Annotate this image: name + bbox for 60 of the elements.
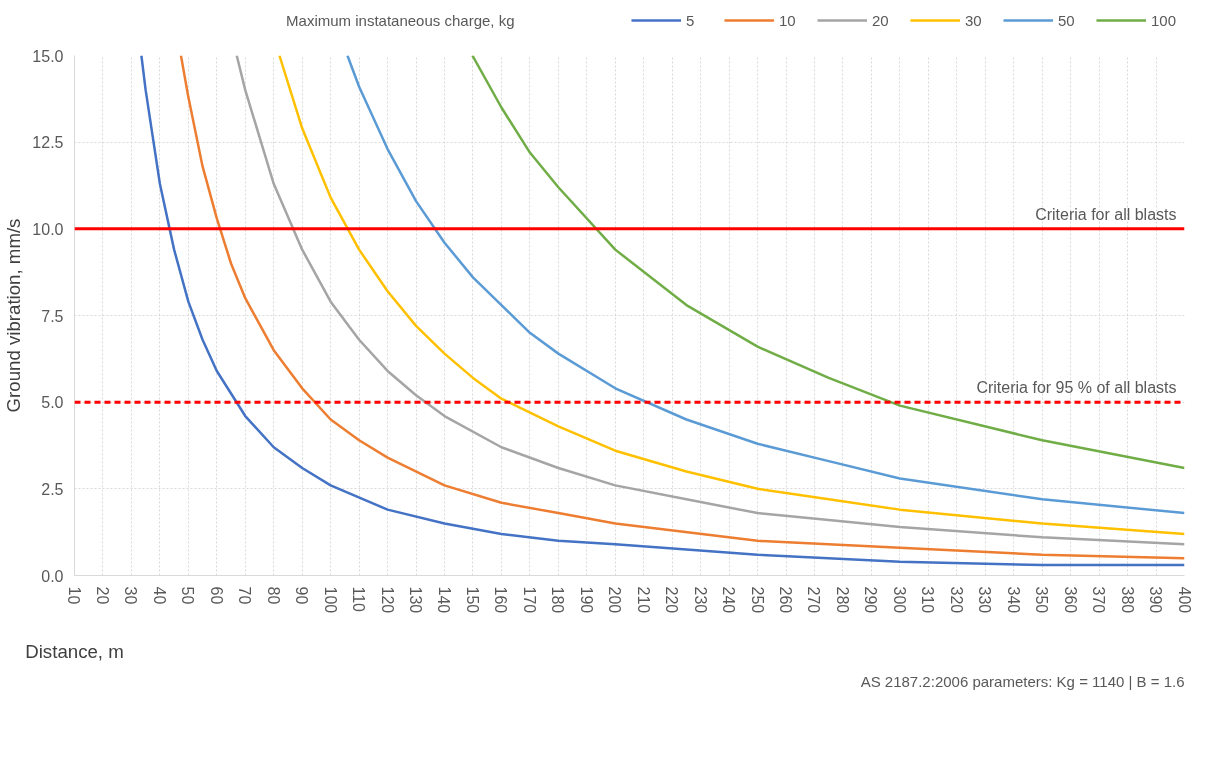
x-tick-label: 20 [93,586,111,605]
x-tick-label: 390 [1147,586,1165,614]
text: AS 2187.2:2006 parameters: Kg = 1140 | B = 1.6 [860,672,1185,690]
x-tick-label: 10 [65,586,83,605]
y-tick-label: 2.5 [41,480,64,498]
x-tick-label: 250 [748,586,766,614]
y-axis-title: Ground vibration, mm/s [3,218,25,413]
x-tick-label: 50 [179,586,197,605]
x-tick-label: 300 [890,586,908,614]
x-tick-label: 170 [520,586,538,614]
legend-label: 10 [778,11,797,29]
x-tick-label: 30 [122,586,140,605]
x-tick-label: 90 [293,586,311,605]
x-tick-label: 330 [976,586,994,614]
x-tick-label: 120 [378,586,396,614]
y-tick-label: 5.0 [41,394,64,412]
x-tick-label: 360 [1061,586,1079,614]
x-tick-label: 370 [1090,586,1108,614]
x-tick-label: 340 [1004,586,1022,614]
x-tick-label: 230 [691,586,709,614]
legend-label: 50 [1057,11,1076,29]
x-axis-title: Distance, m [25,641,124,663]
x-tick-label: 100 [321,586,339,614]
x-tick-label: 130 [407,586,425,614]
y-tick-label: 12.5 [32,134,64,152]
y-tick-label: 0.0 [41,567,64,585]
x-tick-label: 270 [805,586,823,614]
x-tick-label: 110 [350,586,368,613]
x-tick-label: 60 [207,586,225,605]
x-tick-label: 400 [1175,586,1193,614]
x-tick-label: 260 [777,586,795,614]
line-series [471,55,1185,470]
x-tick-label: 310 [919,586,937,614]
x-tick-label: 280 [833,586,851,614]
x-tick-label: 210 [634,586,652,614]
x-tick-label: 190 [577,586,595,614]
y-tick-label: 10.0 [32,220,64,238]
x-tick-label: 180 [549,586,567,614]
x-tick-label: 80 [264,586,282,605]
x-tick-label: 40 [150,586,168,605]
x-tick-label: 350 [1033,586,1051,614]
legend-label: 30 [964,11,983,29]
x-tick-label: 150 [463,586,481,614]
x-tick-label: 290 [862,586,880,614]
legend-label: 5 [685,11,696,29]
ref-line-label: Criteria for 95 % of all blasts [976,379,1177,397]
x-tick-label: 140 [435,586,453,614]
x-tick-label: 70 [236,586,254,605]
legend-title: Maximum instataneous charge, kg [286,11,515,29]
x-tick-label: 240 [720,586,738,614]
x-tick-label: 200 [606,586,624,614]
x-tick-label: 220 [663,586,681,614]
x-tick-label: 160 [492,586,510,614]
y-tick-label: 15.0 [32,47,64,65]
y-tick-label: 7.5 [41,307,64,325]
x-tick-label: 320 [947,586,965,614]
ref-line-label: Criteria for all blasts [1035,205,1177,223]
legend-label: 100 [1150,11,1176,29]
legend-label: 20 [871,11,890,29]
x-tick-label: 380 [1118,586,1136,614]
